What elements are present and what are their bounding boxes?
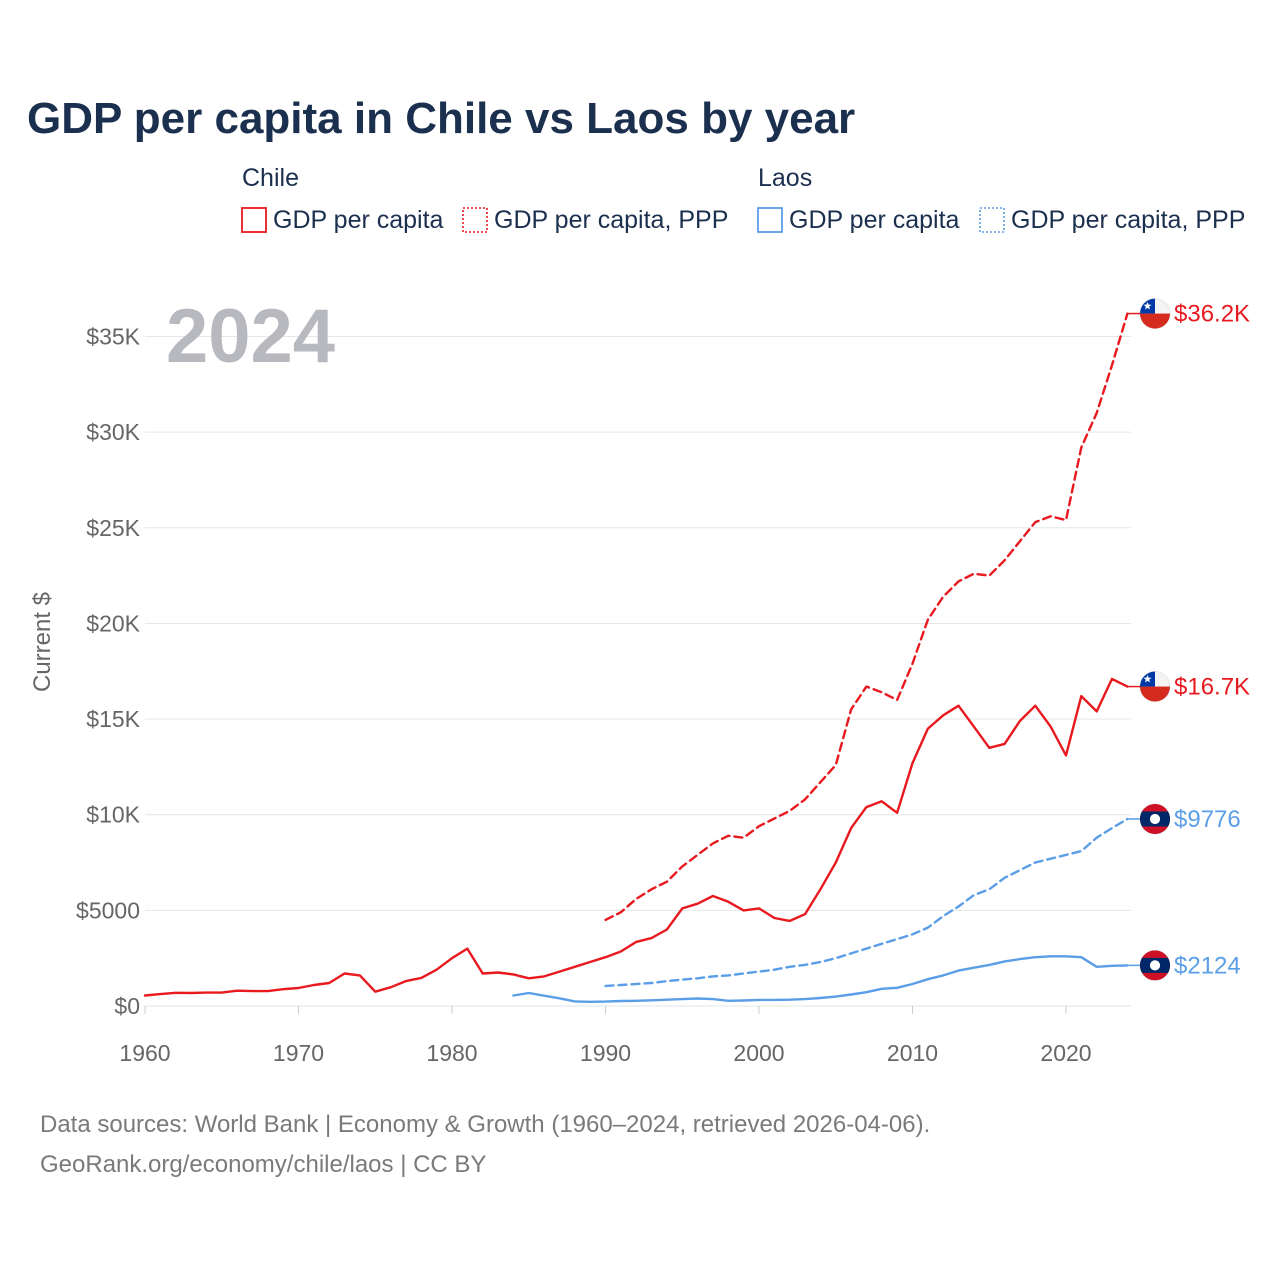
current-year-watermark: 2024	[166, 294, 335, 379]
series-line-laos-gdp-per-capita-ppp	[604, 817, 1129, 988]
legend-item-label[interactable]: GDP per capita	[789, 206, 960, 234]
series-line-chile-gdp-per-capita-ppp	[604, 312, 1129, 922]
grid-lines	[145, 336, 1131, 1007]
end-value-label: $36.2K	[1174, 301, 1250, 328]
chart-title: GDP per capita in Chile vs Laos by year	[27, 94, 855, 143]
legend-item-label[interactable]: GDP per capita, PPP	[1011, 206, 1245, 234]
x-axis: 1960 1970 1980 1990 2000 2010 2020	[119, 1006, 1092, 1066]
laos-flag-icon	[1140, 950, 1170, 981]
legend-swatch[interactable]	[757, 207, 783, 233]
x-tick-label: 1990	[580, 1040, 631, 1066]
y-axis-title: Current $	[29, 592, 56, 692]
series-line-chile-gdp-per-capita	[143, 677, 1129, 997]
end-value-label: $9776	[1174, 806, 1241, 833]
y-tick-label: $15K	[86, 706, 140, 732]
legend-item-label[interactable]: GDP per capita, PPP	[494, 206, 728, 234]
x-tick-label: 1980	[426, 1040, 477, 1066]
legend-group-chile: Chile	[242, 164, 299, 192]
y-tick-label: $35K	[86, 324, 140, 350]
end-value-label: $16.7K	[1174, 674, 1250, 701]
y-tick-label: $20K	[86, 610, 140, 636]
laos-flag-icon	[1140, 804, 1170, 835]
series-line-laos-gdp-per-capita	[512, 955, 1129, 1003]
y-tick-label: $0	[114, 993, 140, 1019]
y-tick-label: $10K	[86, 802, 140, 828]
legend-swatch[interactable]	[241, 207, 267, 233]
x-tick-label: 2010	[887, 1040, 938, 1066]
legend-item-label[interactable]: GDP per capita	[273, 206, 444, 234]
series-lines	[143, 312, 1129, 1003]
x-tick-label: 2000	[733, 1040, 784, 1066]
y-tick-label: $30K	[86, 419, 140, 445]
legend-swatch[interactable]	[462, 207, 488, 233]
series-end-markers: $16.7K $36.2K $2124 $9776	[1127, 298, 1250, 981]
y-tick-label: $25K	[86, 515, 140, 541]
legend: Chile GDP per capita GDP per capita, PPP La…	[241, 164, 1245, 234]
legend-group-laos: Laos	[758, 164, 812, 192]
x-tick-label: 2020	[1040, 1040, 1091, 1066]
legend-swatch[interactable]	[979, 207, 1005, 233]
x-tick-label: 1970	[273, 1040, 324, 1066]
x-tick-label: 1960	[119, 1040, 170, 1066]
y-axis: $0 $5000 $10K $15K $20K $25K $30K $35K	[76, 324, 141, 1019]
chile-flag-icon	[1140, 298, 1170, 329]
credit-note: GeoRank.org/economy/chile/laos | CC BY	[40, 1151, 486, 1178]
y-tick-label: $5000	[76, 897, 140, 923]
end-value-label: $2124	[1174, 952, 1241, 979]
data-source-note: Data sources: World Bank | Economy & Gro…	[40, 1111, 930, 1138]
chile-flag-icon	[1140, 671, 1170, 702]
